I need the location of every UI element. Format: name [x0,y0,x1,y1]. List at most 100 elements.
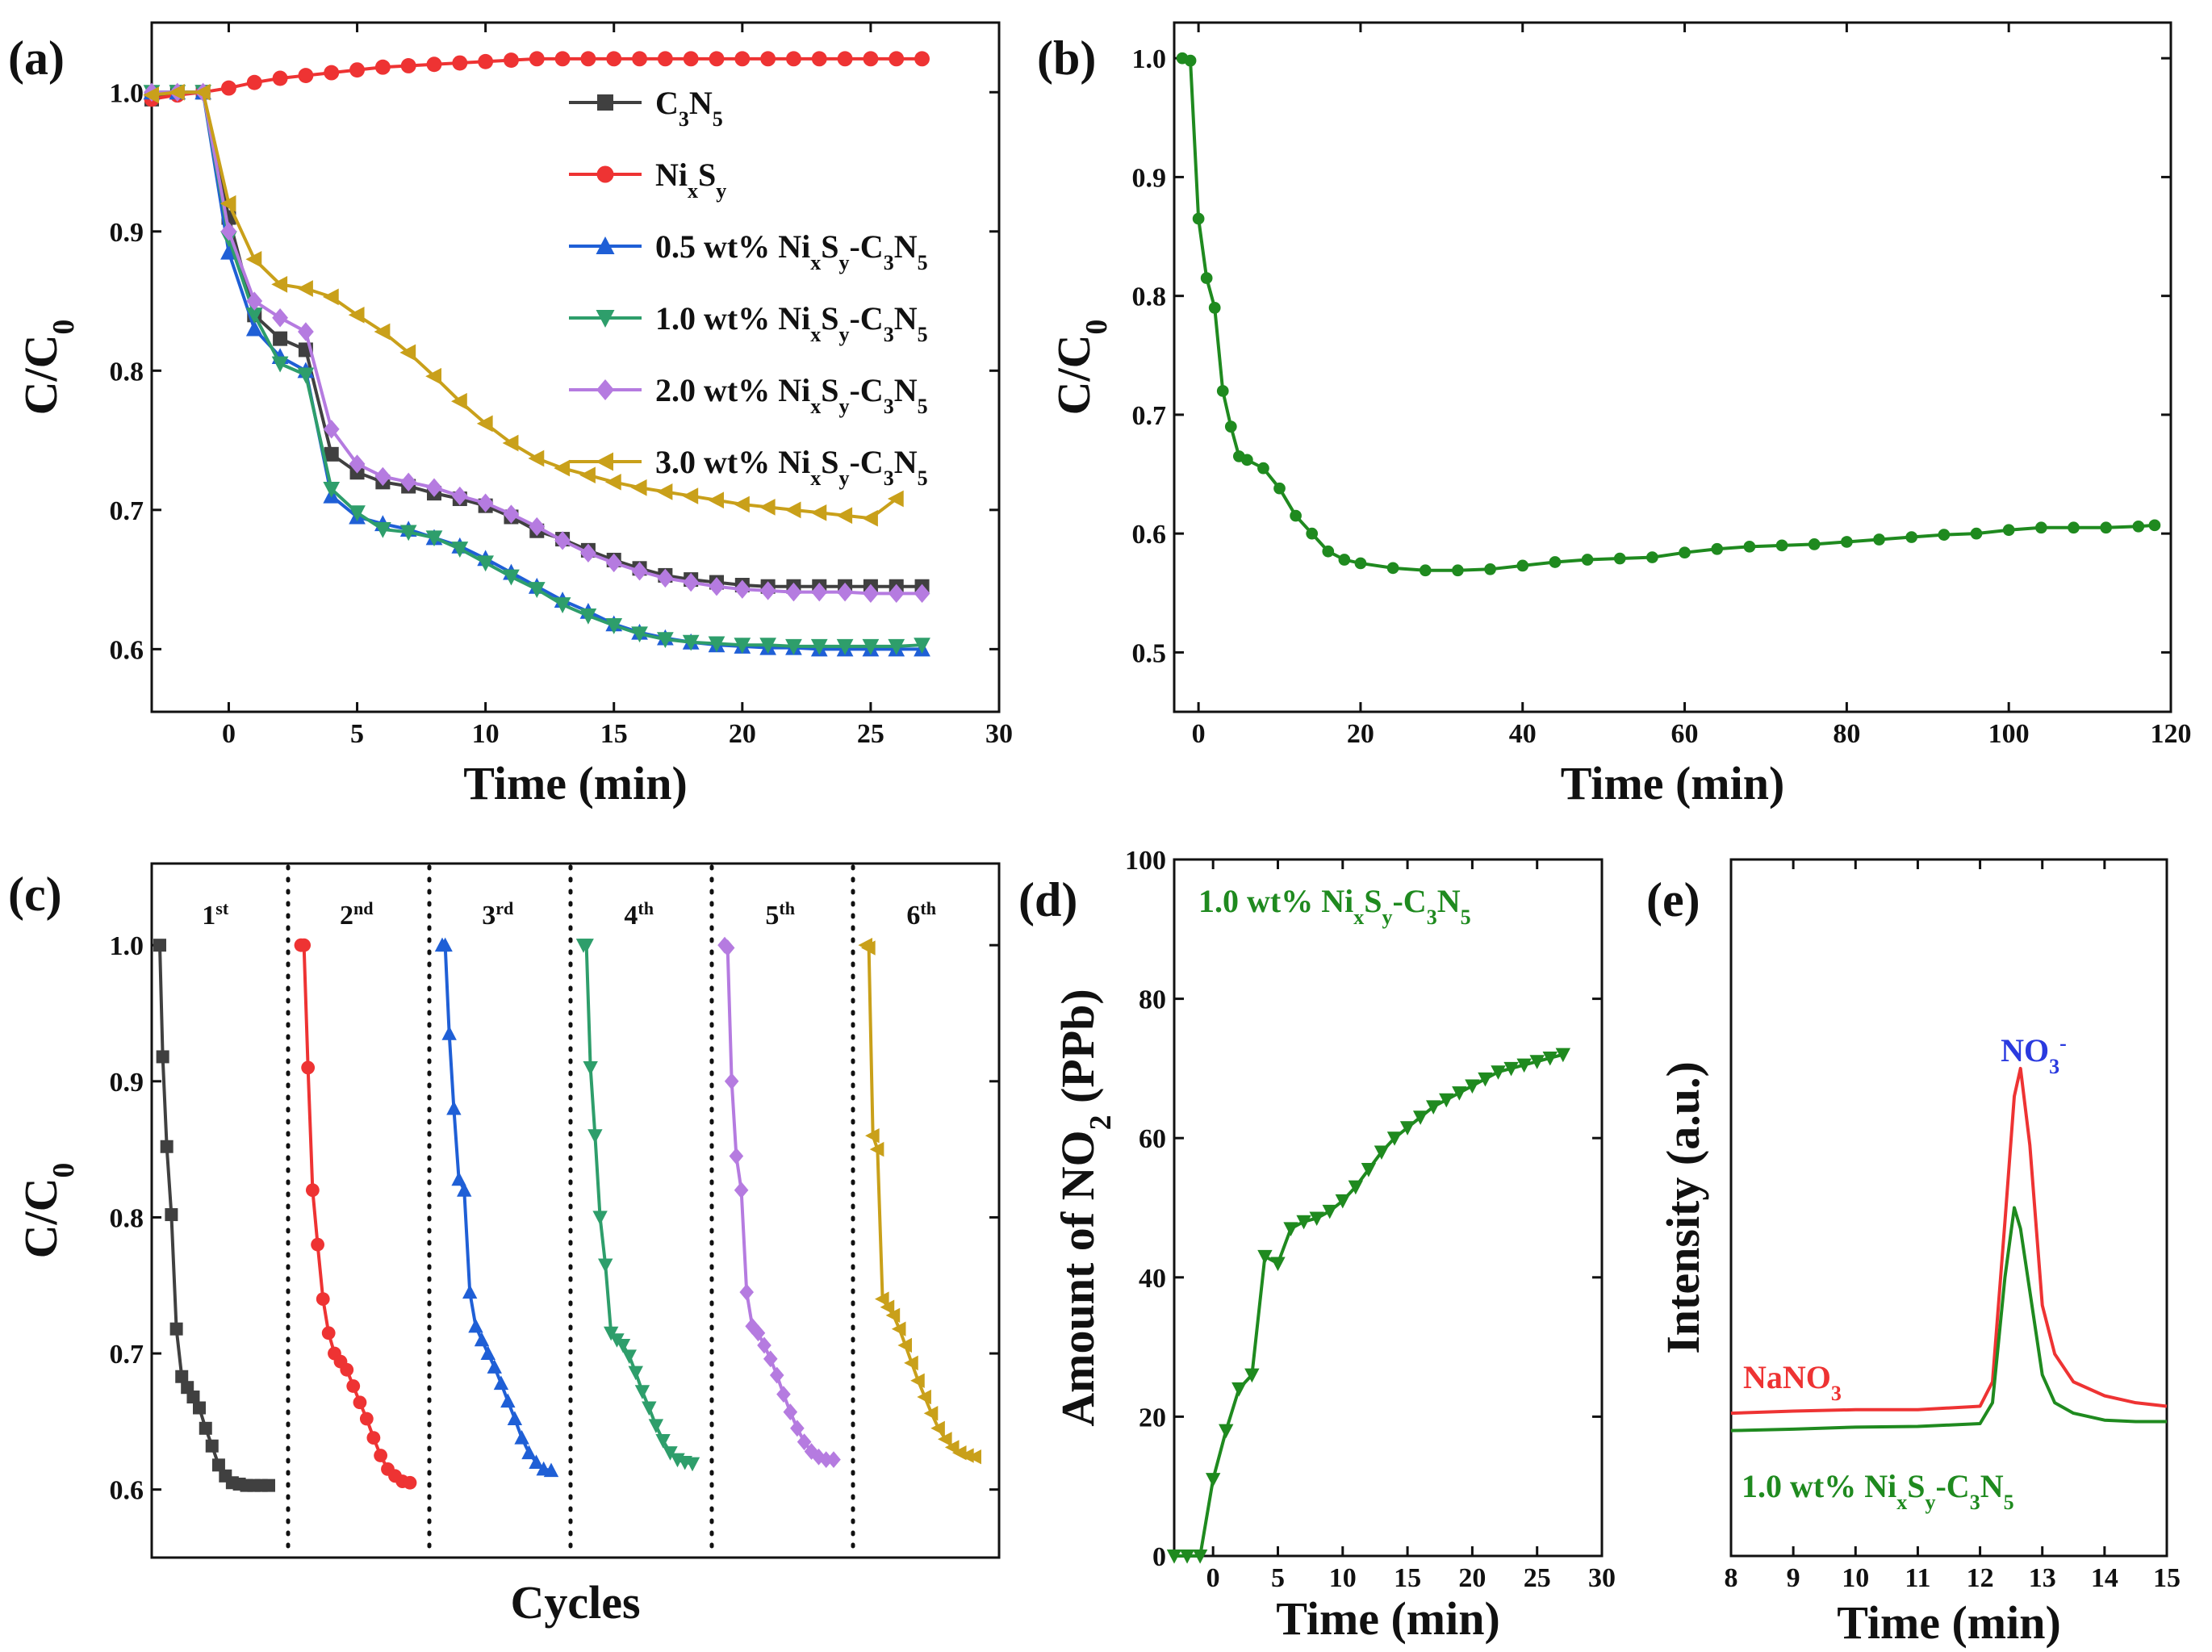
data-point [437,937,453,952]
data-point [1205,1473,1221,1487]
data-point [543,1462,559,1478]
data-point [297,280,313,297]
series-line [1730,1066,2168,1416]
data-point [474,1332,490,1347]
data-point [734,496,750,513]
data-point [1516,1058,1532,1073]
data-point [621,1349,637,1365]
y-tick-label: 20 [1139,1403,1166,1432]
x-tick-label: 80 [1833,719,1860,749]
x-axis-label: Cycles [510,1576,640,1629]
data-point [592,1211,608,1226]
data-point [554,597,571,613]
data-point [869,1141,884,1157]
x-axis-label: Time (min) [1837,1596,2061,1649]
data-point [1283,1222,1298,1236]
x-tick-label: 25 [857,719,884,749]
data-point [1873,533,1885,546]
y-axis-label: C/C0 [15,1163,81,1259]
data-point [493,1375,509,1391]
panel-label: (e) [1646,873,1700,926]
data-point [657,568,674,588]
data-point [785,638,802,655]
data-point [880,1299,895,1315]
data-point [426,478,442,497]
data-point [323,420,340,439]
x-tick-label: 20 [1347,719,1374,749]
data-point [657,51,673,67]
x-tick-label: 8 [1725,1563,1738,1593]
data-point [426,56,442,73]
data-point [1338,554,1351,566]
cycle-label: 3rd [482,898,514,931]
data-point [804,1443,819,1460]
data-point [811,1448,826,1466]
data-point [1516,559,1529,572]
data-point [245,250,262,268]
data-point [757,1336,771,1354]
y-tick-label: 0.9 [110,1068,144,1098]
data-point [631,626,648,643]
data-point [199,1421,212,1435]
data-point [1452,1086,1467,1101]
data-point [760,51,776,67]
data-point [587,1129,603,1144]
data-point [478,53,494,69]
data-point [1216,385,1229,397]
data-point [628,1366,643,1381]
data-point [451,486,468,506]
y-tick-label: 0.7 [1132,401,1167,431]
data-point [349,454,366,474]
data-point [1200,272,1213,284]
x-tick-label: 30 [1588,1563,1616,1593]
data-point [1503,1061,1519,1077]
data-point [1439,1093,1454,1108]
data-point [1374,1145,1390,1161]
y-tick-label: 80 [1139,985,1166,1015]
y-tick-label: 1.0 [1132,44,1167,74]
y-tick-label: 0.9 [110,218,144,248]
data-point [720,939,735,956]
data-point [1322,1204,1337,1219]
data-point [734,638,751,654]
data-point [1711,542,1724,555]
data-point [349,505,366,522]
data-point [709,577,725,596]
y-tick-label: 0.6 [1132,520,1167,550]
x-axis-label: Time (min) [1276,1592,1500,1645]
data-point [374,1449,388,1462]
cycle-label: 4th [624,898,654,931]
data-point [487,1359,502,1374]
data-point [784,501,801,519]
data-point [684,1457,700,1472]
data-point [220,194,236,212]
x-tick-label: 12 [1967,1563,1994,1593]
data-point [1348,1180,1364,1195]
data-point [724,1073,739,1090]
data-point [904,1355,918,1371]
data-point [425,530,443,547]
x-tick-label: 20 [1458,1563,1486,1593]
data-point [1270,1257,1286,1272]
legend-marker [597,94,613,111]
data-point [810,638,828,655]
data-point [1452,564,1464,577]
data-point [605,618,623,634]
y-tick-label: 0.5 [1132,638,1167,668]
data-point [554,531,571,550]
data-point [503,504,520,524]
data-point [246,74,262,90]
data-point [1306,527,1319,540]
data-point [272,70,288,86]
data-point [1257,462,1269,475]
data-point [810,504,827,521]
data-point [1166,1550,1182,1564]
data-point [579,608,597,625]
x-tick-label: 11 [1905,1563,1930,1593]
data-point [297,938,312,952]
data-point [452,55,468,71]
data-point [1219,1424,1234,1439]
x-tick-label: 0 [222,719,236,749]
data-point [2148,519,2161,532]
data-point [632,51,647,67]
